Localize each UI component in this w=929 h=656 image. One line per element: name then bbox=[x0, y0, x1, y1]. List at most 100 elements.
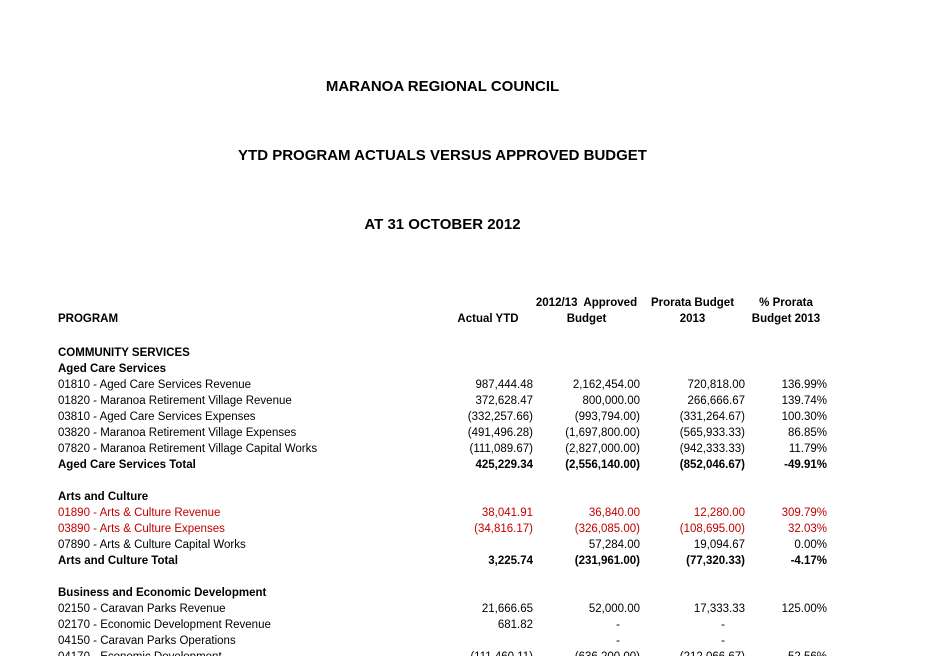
pct-prorata-cell: 125.00% bbox=[781, 603, 827, 615]
total-row: Arts and Culture Total 3,225.74 (231,961.0… bbox=[58, 553, 838, 569]
header-pct-prorata-line2: Budget 2013 bbox=[751, 313, 821, 325]
approved-budget-cell: 2,162,454.00 bbox=[572, 379, 640, 391]
actual-ytd-cell bbox=[443, 633, 533, 649]
approved-budget-cell: (231,961.00) bbox=[574, 555, 640, 567]
section-heading-row: Arts and Culture bbox=[58, 489, 838, 505]
pct-prorata-cell: 136.99% bbox=[781, 379, 827, 391]
prorata-budget-cell: (942,333.33) bbox=[679, 443, 745, 455]
spacer-row bbox=[58, 473, 838, 489]
department-heading-row: COMMUNITY SERVICES bbox=[58, 345, 838, 361]
pct-prorata-cell: 309.79% bbox=[781, 507, 827, 519]
prorata-budget-cell: - bbox=[721, 619, 725, 631]
actual-ytd-cell: 3,225.74 bbox=[488, 555, 533, 567]
budget-table: 2012/13 Approved Prorata Budget % Prorat… bbox=[58, 295, 838, 656]
table-header-row-1: 2012/13 Approved Prorata Budget % Prorat… bbox=[58, 295, 838, 311]
table-row: 07890 - Arts & Culture Capital Works 57,2… bbox=[58, 537, 838, 553]
header-pct-prorata-line1: % Prorata bbox=[759, 297, 813, 309]
pct-prorata-cell bbox=[745, 617, 827, 633]
report-title-line1: MARANOA REGIONAL COUNCIL bbox=[325, 78, 560, 95]
pct-prorata-cell: -4.17% bbox=[790, 555, 827, 567]
program-cell: 07820 - Maranoa Retirement Village Capit… bbox=[58, 443, 318, 455]
prorata-budget-cell: (108,695.00) bbox=[679, 523, 745, 535]
header-program-spacer bbox=[58, 295, 443, 311]
program-cell: Aged Care Services Total bbox=[58, 459, 196, 471]
pct-prorata-cell: 0.00% bbox=[794, 539, 827, 551]
table-row: 03890 - Arts & Culture Expenses (34,816.1… bbox=[58, 521, 838, 537]
report-rows: COMMUNITY SERVICES Aged Care Services 0181… bbox=[58, 345, 838, 656]
section-heading-cell: Business and Economic Development bbox=[58, 587, 267, 599]
table-row: 04170 - Economic Development(111,460.11)… bbox=[58, 649, 838, 656]
section-heading-row: Business and Economic Development bbox=[58, 585, 838, 601]
approved-budget-cell: 57,284.00 bbox=[588, 539, 640, 551]
program-cell: 07890 - Arts & Culture Capital Works bbox=[58, 539, 246, 551]
prorata-budget-cell: 19,094.67 bbox=[693, 539, 745, 551]
program-cell: 04170 - Economic Development bbox=[58, 649, 443, 656]
actual-ytd-cell: 681.82 bbox=[497, 619, 533, 631]
approved-budget-cell: (636,200.00) bbox=[533, 649, 640, 656]
approved-budget-cell: (326,085.00) bbox=[574, 523, 640, 535]
actual-ytd-cell: (332,257.66) bbox=[467, 411, 533, 423]
pct-prorata-cell: 86.85% bbox=[787, 427, 827, 439]
table-row: 02150 - Caravan Parks Revenue 21,666.65 52… bbox=[58, 601, 838, 617]
pct-prorata-cell: 139.74% bbox=[781, 395, 827, 407]
program-cell: 01890 - Arts & Culture Revenue bbox=[58, 507, 221, 519]
total-row: Aged Care Services Total 425,229.34 (2,556… bbox=[58, 457, 838, 473]
header-approved-budget-line1: 2012/13 Approved bbox=[535, 297, 638, 309]
approved-budget-cell: (2,556,140.00) bbox=[565, 459, 640, 471]
actual-ytd-cell: 38,041.91 bbox=[481, 507, 533, 519]
prorata-budget-cell: 12,280.00 bbox=[693, 507, 745, 519]
header-actual-spacer bbox=[443, 295, 533, 311]
program-cell: 02170 - Economic Development Revenue bbox=[58, 619, 271, 631]
program-cell: 02150 - Caravan Parks Revenue bbox=[58, 603, 226, 615]
table-row: 04150 - Caravan Parks Operations - - bbox=[58, 633, 838, 649]
approved-budget-cell: 52,000.00 bbox=[588, 603, 640, 615]
actual-ytd-cell: (34,816.17) bbox=[474, 523, 533, 535]
pct-prorata-cell bbox=[745, 633, 827, 649]
program-cell: 04150 - Caravan Parks Operations bbox=[58, 635, 236, 647]
prorata-budget-cell: (565,933.33) bbox=[679, 427, 745, 439]
pct-prorata-cell: 52.56% bbox=[745, 649, 827, 656]
prorata-budget-cell: - bbox=[721, 635, 725, 647]
approved-budget-cell: 36,840.00 bbox=[588, 507, 640, 519]
prorata-budget-cell: (331,264.67) bbox=[679, 411, 745, 423]
approved-budget-cell: (1,697,800.00) bbox=[565, 427, 640, 439]
report-title-line3: AT 31 OCTOBER 2012 bbox=[364, 216, 521, 233]
approved-budget-cell: (2,827,000.00) bbox=[565, 443, 640, 455]
actual-ytd-cell: 372,628.47 bbox=[475, 395, 533, 407]
prorata-budget-cell: 720,818.00 bbox=[687, 379, 745, 391]
approved-budget-cell: - bbox=[616, 619, 620, 631]
report-title: MARANOA REGIONAL COUNCIL YTD PROGRAM ACT… bbox=[0, 0, 885, 282]
prorata-budget-cell: (852,046.67) bbox=[679, 459, 745, 471]
section-heading-cell: Arts and Culture bbox=[58, 491, 149, 503]
section-heading-row: Aged Care Services bbox=[58, 361, 838, 377]
approved-budget-cell: 800,000.00 bbox=[582, 395, 640, 407]
department-heading-cell: COMMUNITY SERVICES bbox=[58, 347, 190, 359]
program-cell: 03810 - Aged Care Services Expenses bbox=[58, 411, 256, 423]
prorata-budget-cell: 17,333.33 bbox=[693, 603, 745, 615]
actual-ytd-cell: 21,666.65 bbox=[481, 603, 533, 615]
table-row: 01810 - Aged Care Services Revenue 987,44… bbox=[58, 377, 838, 393]
actual-ytd-cell: (111,089.67) bbox=[469, 443, 533, 455]
pct-prorata-cell: 100.30% bbox=[781, 411, 827, 423]
header-program: PROGRAM bbox=[58, 313, 119, 325]
section-heading-cell: Aged Care Services bbox=[58, 363, 167, 375]
pct-prorata-cell: 11.79% bbox=[788, 443, 827, 455]
table-row: 01890 - Arts & Culture Revenue 38,041.91 3… bbox=[58, 505, 838, 521]
pct-prorata-cell: -49.91% bbox=[784, 459, 827, 471]
header-spacer bbox=[58, 327, 838, 345]
table-row: 03820 - Maranoa Retirement Village Expen… bbox=[58, 425, 838, 441]
header-prorata-budget-line1: Prorata Budget bbox=[650, 297, 735, 309]
actual-ytd-cell: (111,460.11) bbox=[443, 649, 533, 656]
actual-ytd-cell bbox=[443, 537, 533, 553]
table-header-row-2: PROGRAM Actual YTD Budget 2013 Budget 20… bbox=[58, 311, 838, 327]
actual-ytd-cell: 987,444.48 bbox=[475, 379, 533, 391]
approved-budget-cell: (993,794.00) bbox=[574, 411, 640, 423]
table-row: 01820 - Maranoa Retirement Village Reven… bbox=[58, 393, 838, 409]
program-cell: 01810 - Aged Care Services Revenue bbox=[58, 379, 252, 391]
program-cell: 03820 - Maranoa Retirement Village Expen… bbox=[58, 427, 297, 439]
header-prorata-budget-line2: 2013 bbox=[679, 313, 706, 325]
program-cell: 01820 - Maranoa Retirement Village Reven… bbox=[58, 395, 292, 407]
program-cell: 03890 - Arts & Culture Expenses bbox=[58, 523, 225, 535]
header-actual-ytd: Actual YTD bbox=[457, 313, 519, 325]
